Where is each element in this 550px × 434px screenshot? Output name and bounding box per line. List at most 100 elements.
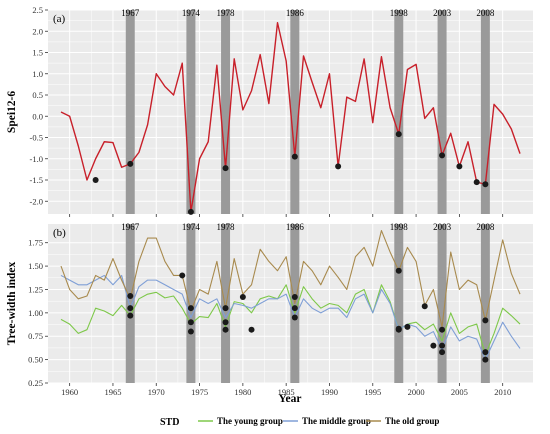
legend: STD The young group The middle group The o… (160, 416, 439, 428)
data-point-marker (222, 326, 229, 333)
y-tick-label: 2.0 (32, 26, 43, 36)
y-tick-label: 1.25 (28, 284, 43, 294)
data-point-marker (222, 305, 229, 312)
y-tick-label: 0.50 (28, 355, 43, 365)
drought-year-bar (480, 224, 490, 383)
data-point-marker (187, 305, 194, 312)
drought-year-label: 2008 (476, 8, 495, 18)
drought-year-bar (394, 224, 404, 383)
y-axis-title: Tree-width index (6, 261, 18, 345)
y-tick-label: 1.50 (28, 261, 43, 271)
y-tick-label: -1.0 (30, 154, 43, 164)
data-point-marker (395, 131, 402, 138)
data-point-marker (127, 293, 134, 300)
y-tick-label: 1.00 (28, 308, 43, 318)
data-point-marker (439, 152, 446, 159)
drought-year-bar (480, 10, 490, 214)
drought-year-bar (437, 10, 447, 214)
drought-year-label: 1998 (390, 8, 409, 18)
drought-year-label: 2003 (433, 222, 452, 232)
x-tick-label: 1990 (321, 387, 338, 397)
panel-a: 1967 1974 1978 1986 1998 2003 2008 -2.0 -1.5 -1.0… (6, 5, 533, 217)
drought-year-label: 2008 (476, 222, 495, 232)
drought-year-bar (186, 224, 196, 383)
data-point-marker (291, 153, 298, 160)
legend-title: STD (160, 417, 179, 428)
drought-year-label: 1986 (286, 222, 305, 232)
y-tick-label: -0.5 (30, 133, 43, 143)
y-tick-label: -1.5 (30, 175, 43, 185)
drought-year-bar (125, 10, 135, 214)
drought-year-label: 1967 (121, 8, 140, 18)
data-point-marker (473, 179, 480, 186)
x-tick-label: 1965 (104, 387, 121, 397)
drought-year-label: 1974 (182, 8, 201, 18)
drought-year-bar (437, 224, 447, 383)
data-point-marker (127, 305, 134, 312)
data-point-marker (187, 319, 194, 326)
drought-year-label: 1978 (217, 8, 236, 18)
series-line-1 (60, 22, 521, 213)
data-point-marker (187, 208, 194, 215)
legend-label: The middle group (302, 416, 371, 426)
data-point-marker (239, 293, 246, 300)
x-axis-title: Year (279, 393, 302, 405)
drought-year-label: 1986 (286, 8, 305, 18)
x-tick-label: 1975 (191, 387, 208, 397)
data-point-marker (395, 326, 402, 333)
drought-year-label: 2003 (433, 8, 452, 18)
series-line-3 (60, 230, 521, 328)
y-tick-label: -2.0 (30, 196, 43, 206)
drought-year-bar (394, 10, 404, 214)
data-point-marker (439, 349, 446, 356)
data-point-marker (335, 163, 342, 170)
data-point-marker (456, 163, 463, 170)
drought-year-bar (186, 10, 196, 214)
drought-year-bar (290, 10, 300, 214)
data-point-marker (291, 305, 298, 312)
x-tick-label: 2000 (408, 387, 425, 397)
data-point-marker (291, 293, 298, 300)
x-tick-label: 2005 (451, 387, 468, 397)
panel-b: 1967 1974 1978 1986 1998 2003 2008 0.25 0.50 0.75… (6, 222, 533, 397)
x-tick-label: 1970 (148, 387, 165, 397)
y-axis-title: Spei12-6 (6, 91, 18, 133)
data-point-marker (222, 165, 229, 172)
y-tick-label: 0.0 (32, 111, 43, 121)
legend-label: The young group (217, 416, 283, 426)
y-tick-label: 2.5 (32, 5, 43, 15)
data-point-marker (439, 326, 446, 333)
y-tick-label: 1.75 (28, 238, 43, 248)
y-tick-label: 1.0 (32, 69, 43, 79)
x-tick-label: 2010 (494, 387, 511, 397)
drought-year-bar (125, 224, 135, 383)
drought-year-label: 1978 (217, 222, 236, 232)
drought-year-label: 1998 (390, 222, 409, 232)
data-point-marker (179, 272, 186, 279)
data-point-marker (187, 328, 194, 335)
data-point-marker (291, 314, 298, 321)
drought-year-label: 1967 (121, 222, 140, 232)
data-point-marker (92, 177, 99, 183)
data-point-marker (482, 317, 489, 324)
y-tick-label: 0.75 (28, 331, 43, 341)
data-point-marker (439, 342, 446, 349)
legend-label: The old group (385, 416, 439, 426)
data-point-marker (222, 319, 229, 326)
data-point-marker (482, 356, 489, 363)
x-tick-label: 1960 (61, 387, 78, 397)
data-point-marker (395, 267, 402, 274)
x-tick-label: 1980 (234, 387, 251, 397)
data-point-marker (404, 323, 411, 330)
data-point-marker (248, 326, 255, 333)
series-line-1 (60, 284, 521, 356)
data-point-marker (127, 312, 134, 319)
y-tick-label: 0.25 (28, 378, 43, 388)
x-tick-label: 1985 (278, 387, 295, 397)
data-point-marker (430, 342, 437, 349)
drought-year-bar (221, 10, 231, 214)
drought-year-label: 1974 (182, 222, 201, 232)
y-tick-label: 0.5 (32, 90, 43, 100)
data-point-marker (482, 349, 489, 356)
